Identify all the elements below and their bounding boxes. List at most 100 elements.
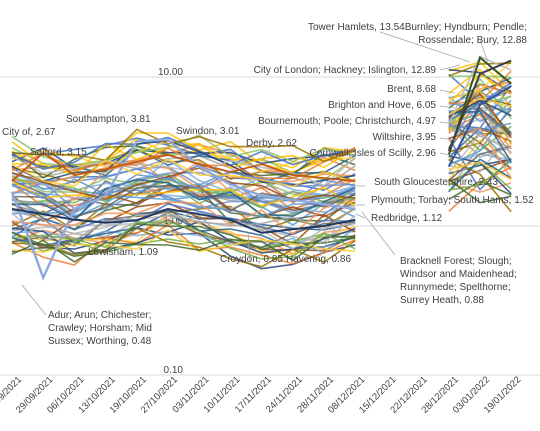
- data-label-line: Redbridge, 1.12: [371, 213, 443, 224]
- series-line: [11, 212, 356, 250]
- data-label-line: Bournemouth; Poole; Christchurch, 4.97: [258, 116, 436, 127]
- leader-line: [355, 213, 366, 219]
- leader-line: [379, 31, 471, 63]
- leader-line: [479, 39, 489, 63]
- data-label-line: Plymouth; Torbay; South Hams, 1.52: [371, 195, 534, 206]
- data-label: Southampton, 3.81: [66, 114, 151, 125]
- data-label-line: Brent, 8.68: [387, 84, 436, 95]
- data-label: Lewisham, 1.09: [88, 247, 158, 258]
- leader-line: [21, 284, 47, 316]
- data-label: Bournemouth; Poole; Christchurch, 4.97: [258, 116, 436, 127]
- data-label-line: Tower Hamlets, 13.54: [308, 22, 405, 33]
- series-line: [11, 227, 356, 268]
- y-tick-label: 0.10: [164, 365, 184, 376]
- highlighted-series-line: [11, 151, 356, 182]
- data-label-line: Cornwall; Isles of Scilly, 2.96: [309, 148, 436, 159]
- series-line: [448, 107, 512, 150]
- leader-line: [439, 89, 456, 94]
- data-label-line: Rossendale; Bury, 12.88: [418, 35, 527, 46]
- data-label: Derby, 2.62: [246, 138, 297, 149]
- data-label-line: Havering, 0.86: [286, 254, 351, 265]
- data-label-line: Adur; Arun; Chichester;: [48, 310, 151, 321]
- series-line: [448, 105, 512, 166]
- leader-line: [439, 121, 456, 125]
- series-line: [448, 160, 512, 191]
- data-label: Croydon, 0.85: [220, 254, 283, 265]
- series-line: [448, 126, 512, 179]
- data-label: Redbridge, 1.12: [371, 213, 443, 224]
- data-label-line: Swindon, 3.01: [176, 126, 240, 137]
- series-line: [448, 82, 512, 122]
- leader-line: [439, 137, 456, 141]
- series-line: [448, 97, 512, 116]
- data-label-line: Derby, 2.62: [246, 138, 297, 149]
- series-line: [11, 180, 356, 217]
- data-label-line: Runnymede; Spelthorne;: [400, 282, 511, 293]
- highlighted-series-line: [447, 85, 512, 168]
- highlighted-series-line: [11, 207, 356, 234]
- series-line: [448, 159, 512, 213]
- series-line: [11, 173, 356, 209]
- data-label: Wiltshire, 3.95: [373, 132, 437, 143]
- series-line: [448, 161, 512, 181]
- highlighted-series-line: [10, 138, 356, 281]
- data-label-line: Wiltshire, 3.95: [373, 132, 437, 143]
- series-line: [448, 92, 512, 139]
- series-line: [11, 136, 356, 170]
- data-label-line: Burnley; Hyndburn; Pendle;: [405, 22, 527, 33]
- data-labels: City of, 2.67 Salford, 3.15 Southampton, 3…: [2, 22, 534, 347]
- series-line: [448, 178, 512, 204]
- leader-line: [439, 152, 456, 157]
- series-line: [11, 229, 356, 253]
- series-line: [448, 62, 512, 77]
- data-label: Cornwall; Isles of Scilly, 2.96: [309, 148, 436, 159]
- leader-line: [361, 211, 396, 256]
- data-label-line: Sussex; Worthing, 0.48: [48, 336, 152, 347]
- leader-line: [104, 231, 126, 256]
- leader-line: [247, 231, 251, 263]
- series-line: [11, 128, 356, 163]
- series-line: [448, 182, 512, 193]
- leader-line: [257, 149, 271, 167]
- data-label-line: Surrey Heath, 0.88: [400, 295, 484, 306]
- data-label: Bracknell Forest; Slough; Windsor and Mai…: [400, 256, 517, 306]
- series-line: [448, 180, 512, 201]
- series-line: [448, 158, 512, 193]
- data-label-line: Windsor and Maidenhead;: [400, 269, 517, 280]
- series-line: [448, 68, 512, 94]
- series-line: [448, 117, 512, 138]
- data-label: Plymouth; Torbay; South Hams, 1.52: [371, 195, 534, 206]
- data-label: Salford, 3.15: [30, 147, 87, 158]
- series-line: [11, 171, 356, 200]
- data-label-line: Crawley; Horsham; Mid: [48, 323, 152, 334]
- label-leader-lines: [21, 31, 489, 316]
- y-tick-label: 10.00: [158, 67, 183, 78]
- series-line: [11, 158, 356, 188]
- data-label: Havering, 0.86: [286, 254, 351, 265]
- data-label: Tower Hamlets, 13.54: [308, 22, 405, 33]
- data-label-line: Salford, 3.15: [30, 147, 87, 158]
- series-line: [448, 110, 512, 163]
- series-line: [11, 235, 356, 263]
- series-line: [11, 223, 356, 266]
- series-line: [11, 184, 356, 222]
- x-axis-tick-labels: 22/09/202129/09/202106/10/202113/10/2021…: [0, 374, 523, 415]
- series-line: [11, 221, 356, 260]
- leader-line: [319, 225, 337, 257]
- series-lines: [10, 55, 512, 281]
- leader-line: [439, 105, 456, 109]
- data-label-line: Croydon, 0.85: [220, 254, 283, 265]
- highlighted-series-line: [447, 59, 512, 152]
- series-line: [448, 145, 512, 182]
- series-line: [11, 206, 356, 242]
- data-label: Adur; Arun; Chichester; Crawley; Horsham;…: [48, 310, 152, 347]
- data-label: South Gloucestershire, 2.43: [374, 177, 498, 188]
- data-label-line: Bracknell Forest; Slough;: [400, 256, 512, 267]
- data-label-line: Lewisham, 1.09: [88, 247, 158, 258]
- data-label: Swindon, 3.01: [176, 126, 240, 137]
- data-label-line: Brighton and Hove, 6.05: [328, 100, 436, 111]
- data-label: City of, 2.67: [2, 127, 56, 138]
- data-label-line: City of London; Hackney; Islington, 12.8…: [254, 65, 437, 76]
- series-line: [448, 68, 512, 108]
